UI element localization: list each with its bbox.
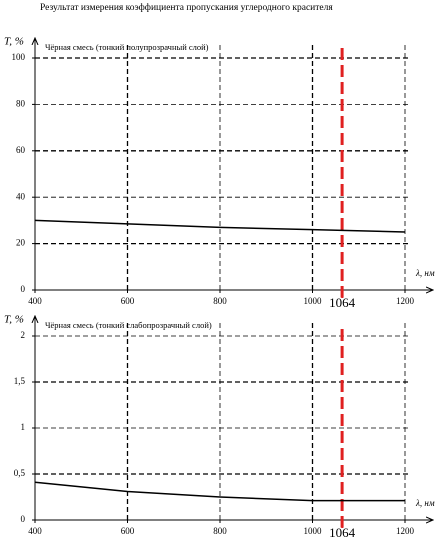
y-tick-label: 2 [21, 330, 26, 340]
chart-subtitle: Чёрная смесь (тонкий слабопрозрачный сло… [45, 320, 212, 330]
x-axis-label: λ, нм [415, 498, 435, 508]
x-tick-label: 1200 [396, 526, 415, 536]
x-tick-label: 1000 [304, 296, 323, 306]
y-tick-label: 100 [12, 52, 26, 62]
y-tick-label: 0,5 [14, 468, 26, 478]
x-axis-label: λ, нм [415, 268, 435, 278]
y-tick-label: 20 [16, 238, 26, 248]
chart-subtitle: Чёрная смесь (тонкий полупрозрачный слой… [45, 42, 209, 52]
y-axis-label: T, % [4, 314, 24, 326]
data-line [34, 481, 405, 502]
y-tick-label: 40 [16, 191, 26, 201]
y-axis-label: T, % [4, 36, 24, 48]
x-tick-label: 800 [213, 526, 227, 536]
x-tick-label: 400 [28, 526, 42, 536]
x-tick-label: 1000 [304, 526, 323, 536]
data-line [34, 219, 406, 233]
x-tick-label: 1200 [396, 296, 415, 306]
y-tick-label: 80 [16, 98, 26, 108]
x-tick-label: 400 [28, 296, 42, 306]
x-tick-label: 800 [213, 296, 227, 306]
x-tick-label: 600 [121, 526, 135, 536]
page-title: Результат измерения коэффициента пропуск… [40, 2, 333, 13]
marker-label: 1064 [329, 295, 356, 310]
y-tick-label: 60 [16, 145, 26, 155]
x-tick-label: 600 [121, 296, 135, 306]
marker-label: 1064 [329, 525, 356, 540]
y-tick-label: 0 [21, 284, 26, 294]
y-tick-label: 1,5 [14, 376, 26, 386]
y-tick-label: 1 [21, 422, 26, 432]
y-tick-label: 0 [21, 514, 26, 524]
